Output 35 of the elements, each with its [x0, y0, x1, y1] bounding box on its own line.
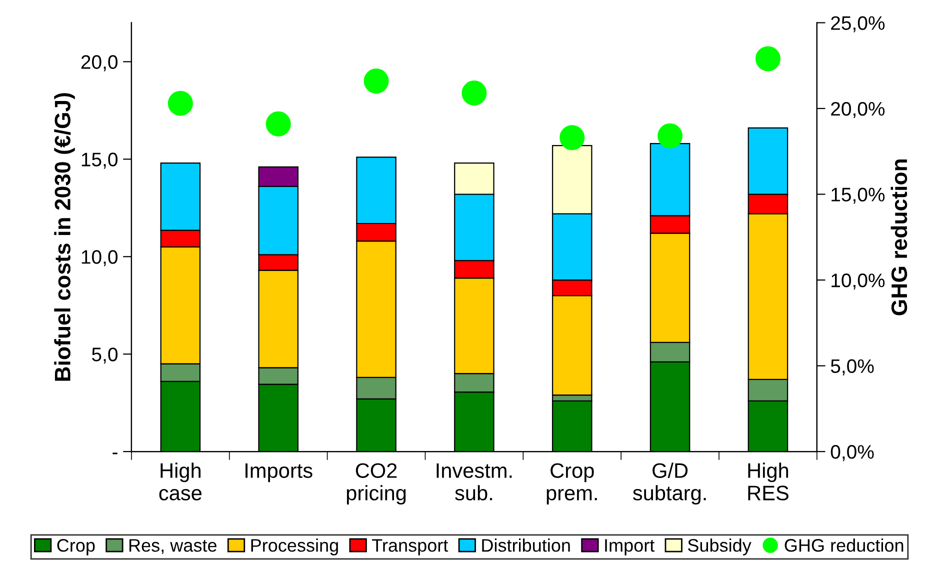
- y-axis-title: Biofuel costs in 2030 (€/GJ): [54, 93, 75, 381]
- y-tick-label: -: [112, 452, 118, 454]
- y2-tick-label: 5,0%: [830, 359, 874, 376]
- x-tick-label: Imports: [246, 463, 312, 482]
- y-tick-label: 20,0: [81, 55, 118, 72]
- legend-label: Res, waste: [129, 539, 216, 554]
- legend-label: Distribution: [482, 538, 570, 552]
- point: [462, 80, 487, 106]
- point: [560, 125, 585, 150]
- y2-tick-label: 10,0%: [832, 273, 885, 290]
- legend-label: Transport: [372, 539, 448, 556]
- x-tick-label: High case: [159, 462, 202, 500]
- legend-label: GHG reduction: [784, 538, 904, 552]
- y-tick-label: 10,0: [82, 250, 118, 266]
- y2-axis-title: GHG reduction: [890, 159, 908, 316]
- y-tick-label: 5,0: [92, 348, 118, 364]
- point: [755, 46, 780, 72]
- y-tick-label: 15,0: [82, 152, 118, 169]
- x-tick-label: Crop prem.: [546, 463, 597, 505]
- point: [168, 90, 193, 116]
- point: [364, 68, 389, 94]
- legend-label: Crop: [57, 539, 95, 556]
- x-tick-label: Investm. sub.: [436, 463, 512, 500]
- y2-tick-label: 20,0%: [831, 102, 885, 118]
- x-tick-label: High RES: [748, 462, 788, 500]
- point: [658, 123, 683, 148]
- x-tick-label: G/D subtarg.: [632, 462, 706, 505]
- legend-label: Import: [605, 539, 655, 556]
- point: [266, 111, 291, 136]
- legend-label: Processing: [251, 538, 338, 556]
- y2-tick-label: 25,0%: [831, 16, 885, 32]
- x-tick-label: CO2 pricing: [346, 463, 406, 505]
- y2-tick-label: 15,0%: [832, 188, 885, 204]
- legend-label: Subsidy: [688, 538, 752, 556]
- y2-tick-label: 0,0%: [830, 445, 874, 462]
